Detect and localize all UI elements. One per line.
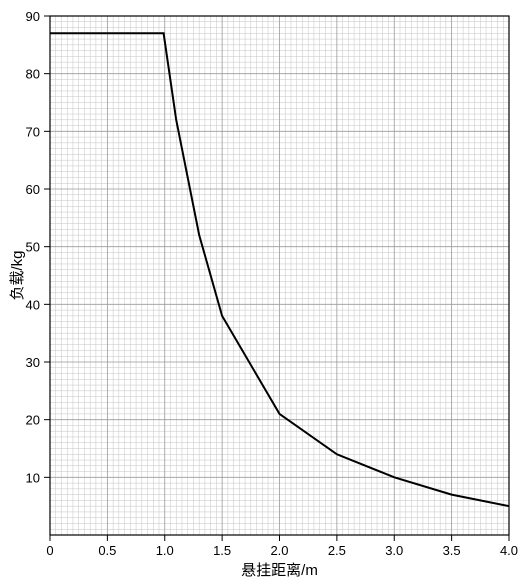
x-tick-label: 2.0 [270,543,288,558]
x-tick-label: 1.0 [156,543,174,558]
x-tick-label: 3.5 [443,543,461,558]
x-tick-label: 3.0 [385,543,403,558]
y-tick-labels: 10 20 30 40 50 60 70 80 90 [26,9,40,485]
y-tick-label: 50 [26,240,40,255]
y-tick-label: 10 [26,470,40,485]
y-tick-label: 30 [26,355,40,370]
y-tick-label: 20 [26,413,40,428]
y-tick-label: 90 [26,9,40,24]
x-tick-labels: 0 0.5 1.0 1.5 2.0 2.5 3.0 3.5 4.0 [46,543,518,558]
y-axis-title: 负载/kg [9,250,26,300]
axis-ticks [44,15,510,541]
x-tick-label: 1.5 [213,543,231,558]
x-tick-label: 4.0 [500,543,518,558]
series-line [50,32,510,508]
x-axis-title: 悬挂距离/m [241,562,318,579]
x-tick-label: 2.5 [328,543,346,558]
y-tick-label: 80 [26,67,40,82]
x-tick-label: 0 [46,543,53,558]
y-tick-label: 60 [26,182,40,197]
y-tick-label: 70 [26,124,40,139]
y-tick-label: 40 [26,297,40,312]
x-tick-label: 0.5 [98,543,116,558]
major-grid [50,16,509,535]
